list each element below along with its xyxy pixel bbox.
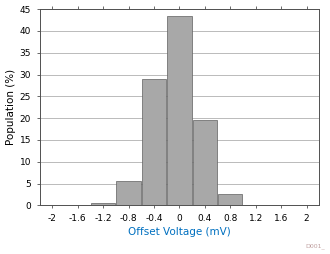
Bar <box>218 194 243 205</box>
Bar <box>91 203 115 205</box>
X-axis label: Offset Voltage (mV): Offset Voltage (mV) <box>128 227 231 237</box>
Bar <box>142 79 166 205</box>
Bar <box>167 15 191 205</box>
Y-axis label: Population (%): Population (%) <box>6 69 16 145</box>
Bar <box>193 120 217 205</box>
Bar <box>116 181 141 205</box>
Text: D001_: D001_ <box>305 243 325 249</box>
